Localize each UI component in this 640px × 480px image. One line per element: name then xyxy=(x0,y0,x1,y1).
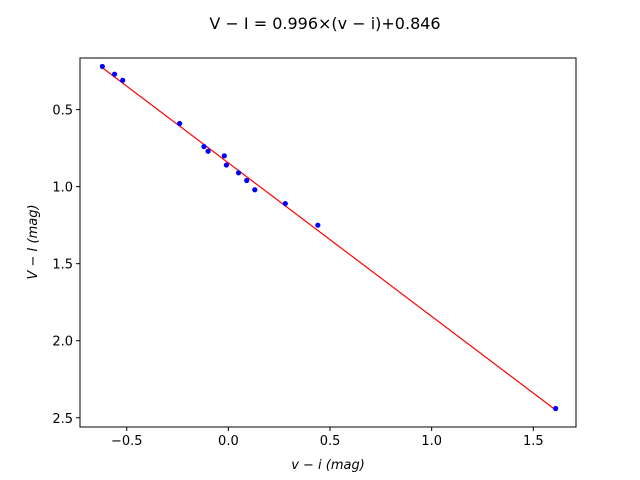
y-axis: 0.5 1.0 1.5 2.0 2.5 xyxy=(52,104,80,427)
y-axis-label: V − I (mag) xyxy=(26,204,41,279)
data-point xyxy=(99,63,105,70)
data-point xyxy=(553,405,559,412)
y-tick-label: 2.0 xyxy=(52,335,73,350)
x-axis-label: v − i (mag) xyxy=(291,458,365,473)
data-point xyxy=(177,120,183,127)
data-points xyxy=(99,63,559,412)
data-point xyxy=(201,143,207,150)
data-point xyxy=(111,71,118,77)
y-tick-label: 2.5 xyxy=(52,412,73,427)
x-tick-label: 1.5 xyxy=(523,434,544,449)
data-point xyxy=(205,148,211,154)
data-point xyxy=(120,77,126,83)
data-point xyxy=(223,162,229,168)
data-point xyxy=(252,187,258,193)
chart-title: V − I = 0.996×(v − i)+0.846 xyxy=(209,14,440,33)
plot-area xyxy=(99,63,559,412)
fit-line xyxy=(101,67,557,411)
data-point xyxy=(282,200,288,207)
data-point xyxy=(221,153,227,159)
y-tick-label: 1.5 xyxy=(52,258,73,273)
x-tick-label: −0.5 xyxy=(111,434,143,449)
y-tick-label: 1.0 xyxy=(52,181,73,196)
x-tick-label: 1.0 xyxy=(421,434,442,449)
plot-frame xyxy=(79,57,577,428)
x-tick-label: 0.0 xyxy=(218,434,239,449)
x-tick-label: 0.5 xyxy=(320,434,341,449)
data-point xyxy=(244,177,250,184)
x-axis: −0.5 0.0 0.5 1.0 1.5 xyxy=(111,427,544,449)
y-tick-label: 0.5 xyxy=(52,104,73,119)
data-point xyxy=(235,170,242,176)
data-point xyxy=(315,222,321,228)
